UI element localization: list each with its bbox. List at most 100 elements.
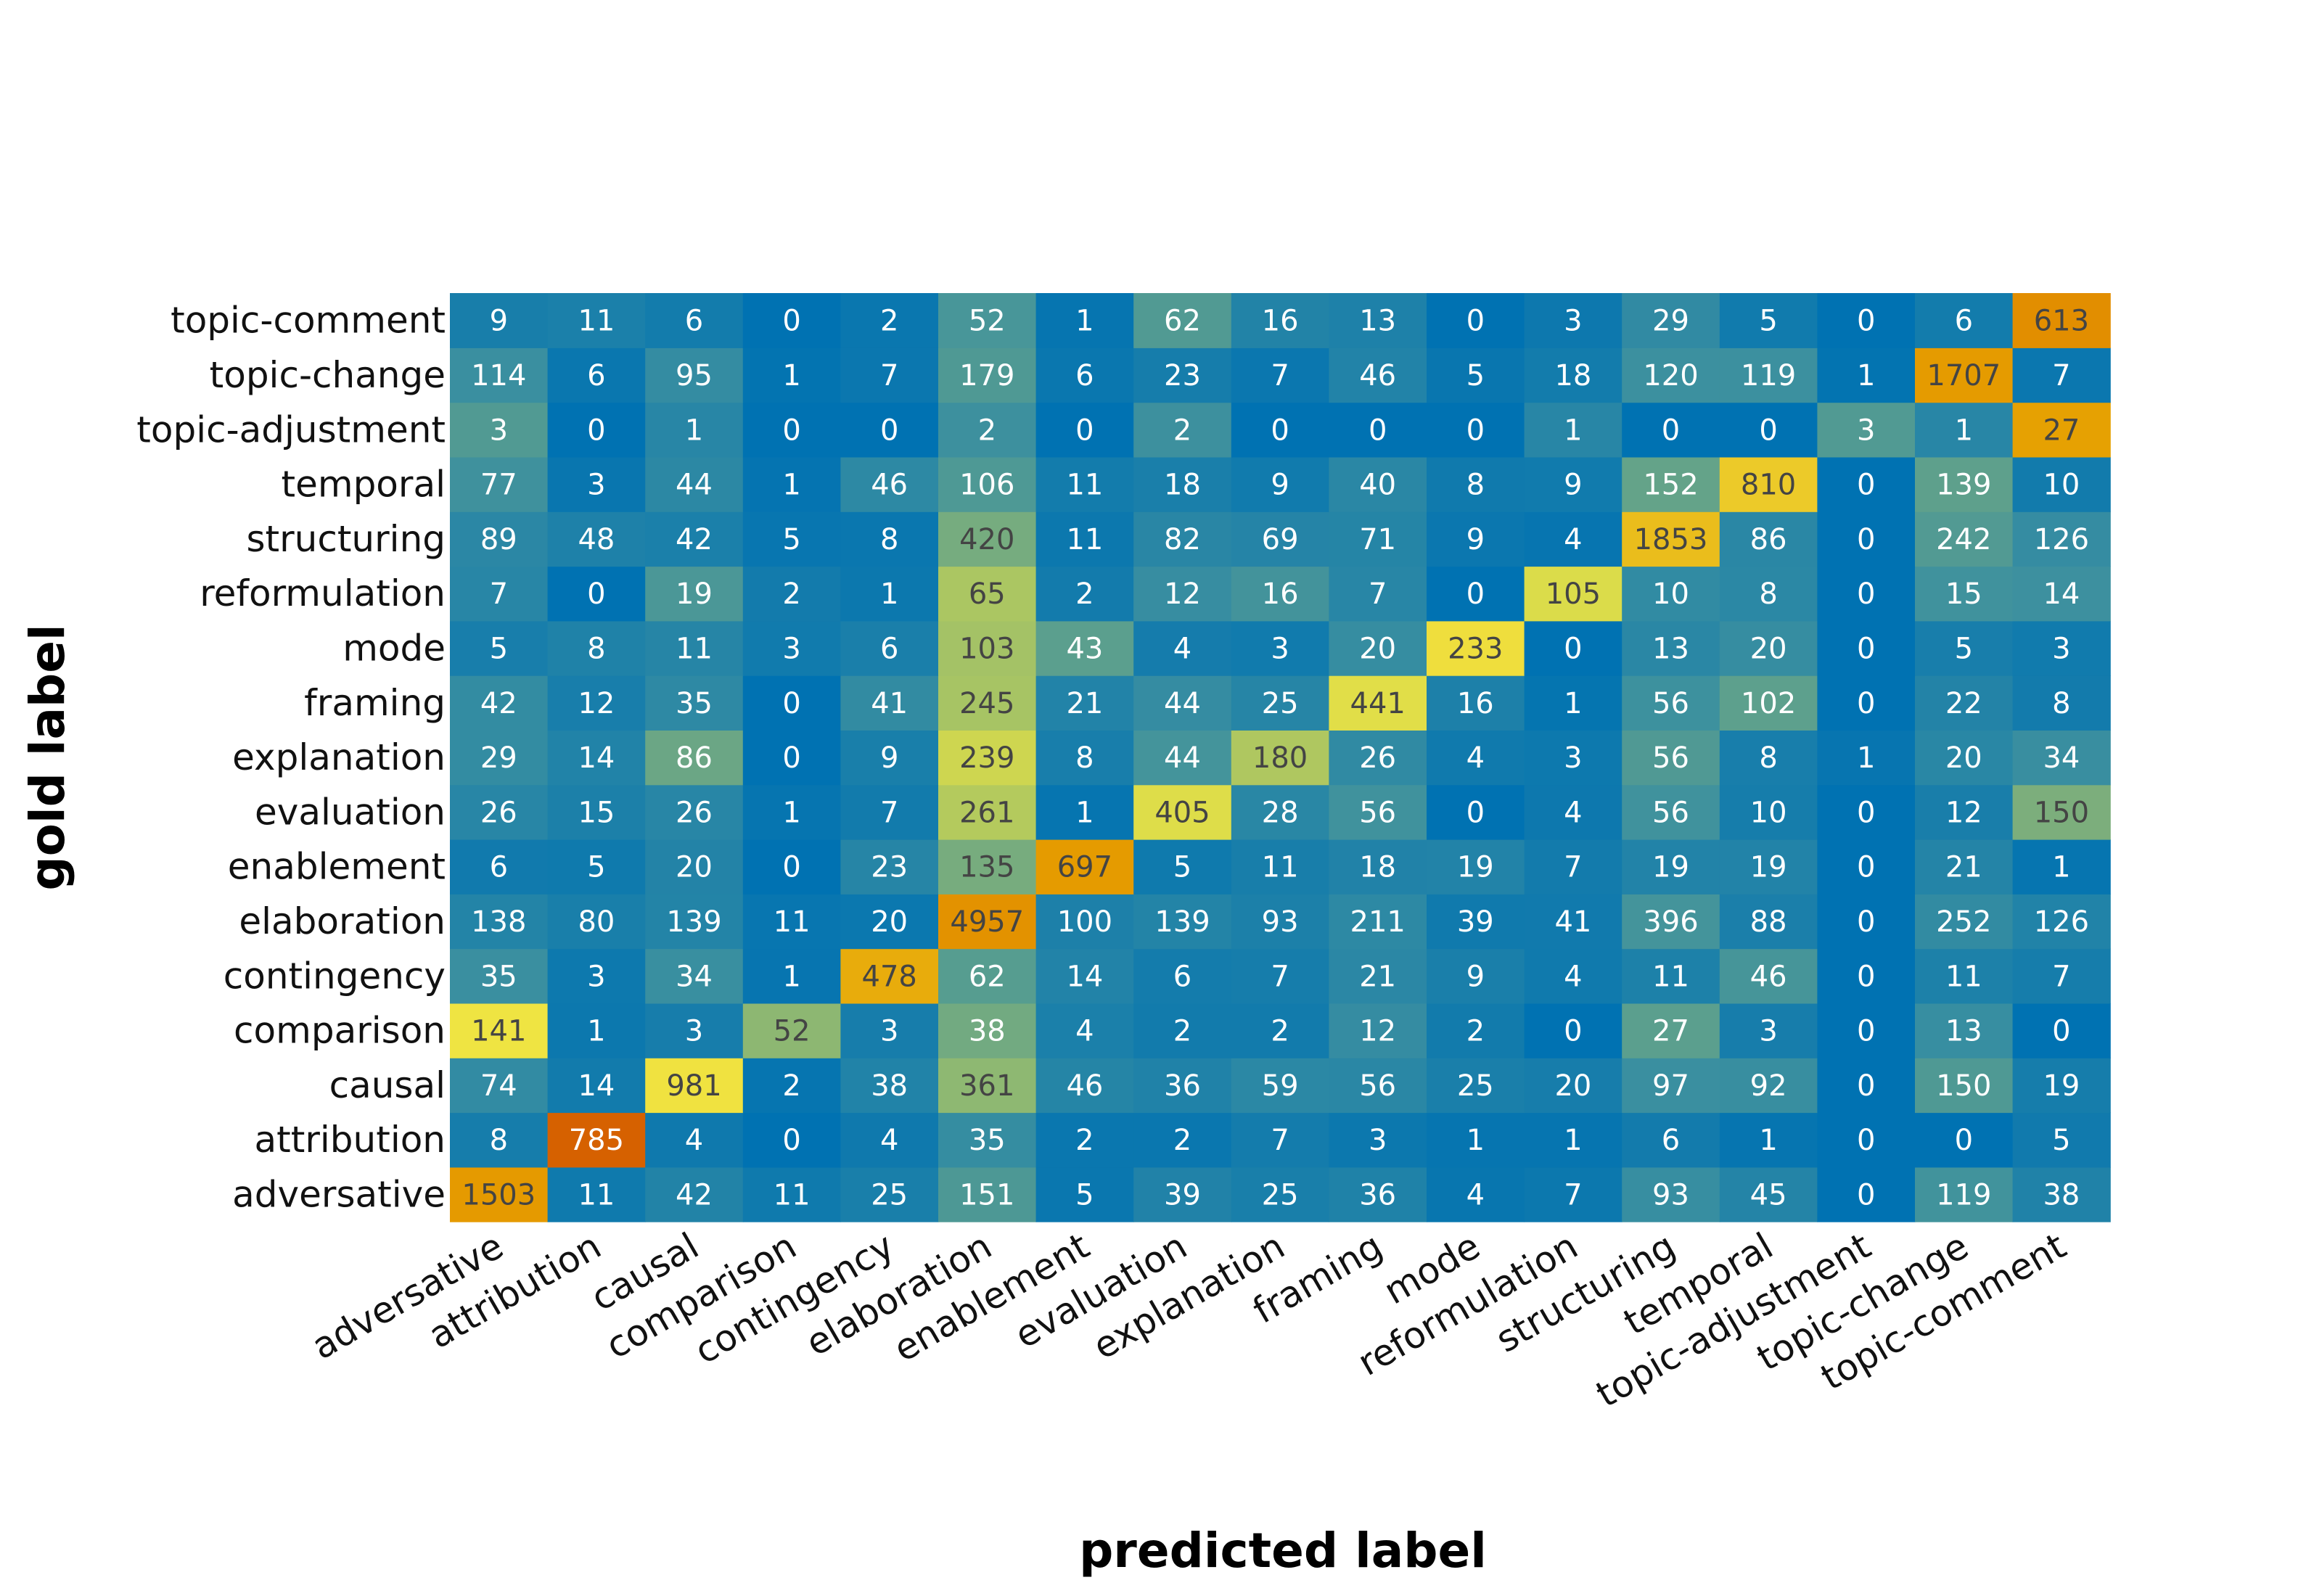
cell-value-temporal-mode: 8: [1466, 469, 1485, 502]
heatmap-cell-adversative-causal: [645, 1167, 744, 1222]
y-tick-label-reformulation: reformulation: [200, 572, 446, 614]
cell-value-mode-mode: 233: [1448, 632, 1503, 665]
heatmap-cell-framing-attribution: [547, 675, 646, 731]
cell-value-framing-enablement: 21: [1066, 687, 1103, 720]
cell-value-topic-adjustment-attribution: 0: [587, 414, 605, 447]
cell-value-topic-adjustment-framing: 0: [1369, 414, 1387, 447]
heatmap-cell-attribution-adversative: [450, 1112, 549, 1168]
heatmap-cell-enablement-evaluation: [1133, 839, 1232, 894]
cell-value-enablement-attribution: 5: [587, 851, 605, 884]
cell-value-reformulation-attribution: 0: [587, 577, 605, 611]
cell-value-structuring-elaboration: 420: [959, 523, 1014, 556]
heatmap-cell-temporal-topic-adjustment: [1817, 456, 1916, 512]
cell-value-topic-comment-evaluation: 62: [1164, 305, 1201, 338]
heatmap-cell-mode-comparison: [742, 620, 841, 676]
heatmap-cell-causal-comparison: [742, 1058, 841, 1114]
cell-value-structuring-explanation: 69: [1262, 523, 1299, 556]
heatmap-cell-comparison-comparison: [742, 1003, 841, 1058]
heatmap-cell-evaluation-evaluation: [1133, 784, 1232, 840]
heatmap-cell-comparison-enablement: [1035, 1003, 1134, 1058]
cell-value-explanation-topic-adjustment: 1: [1857, 741, 1875, 775]
cell-value-framing-topic-adjustment: 0: [1857, 687, 1875, 720]
cell-value-contingency-topic-adjustment: 0: [1857, 960, 1875, 993]
heatmap-cell-elaboration-framing: [1329, 894, 1427, 950]
cell-value-evaluation-evaluation: 405: [1154, 796, 1210, 829]
heatmap-cell-adversative-topic-adjustment: [1817, 1167, 1916, 1222]
cell-value-attribution-topic-comment: 5: [2052, 1124, 2070, 1157]
heatmap-cell-explanation-mode: [1427, 730, 1525, 786]
cell-value-causal-mode: 25: [1457, 1069, 1494, 1103]
cell-value-evaluation-mode: 0: [1466, 796, 1485, 829]
cell-value-framing-adversative: 42: [480, 687, 517, 720]
heatmap-cell-attribution-causal: [645, 1112, 744, 1168]
cell-value-topic-change-topic-adjustment: 1: [1857, 359, 1875, 392]
cell-value-attribution-elaboration: 35: [969, 1124, 1006, 1157]
cell-value-reformulation-adversative: 7: [490, 577, 508, 611]
cell-value-attribution-evaluation: 2: [1173, 1124, 1191, 1157]
cell-value-adversative-comparison: 11: [774, 1178, 811, 1212]
heatmap-cell-structuring-topic-adjustment: [1817, 511, 1916, 567]
cell-value-topic-change-attribution: 6: [587, 359, 605, 392]
cell-value-explanation-contingency: 9: [880, 741, 898, 775]
cell-value-framing-evaluation: 44: [1164, 687, 1201, 720]
cell-value-adversative-elaboration: 151: [959, 1178, 1014, 1212]
cell-value-topic-change-elaboration: 179: [959, 359, 1014, 392]
heatmap-cell-comparison-adversative: [450, 1003, 549, 1058]
heatmap-cell-contingency-reformulation: [1524, 948, 1622, 1004]
heatmap-cell-attribution-explanation: [1231, 1112, 1329, 1168]
heatmap-cell-reformulation-temporal: [1719, 566, 1818, 622]
x-axis-title: predicted label: [1079, 1523, 1487, 1579]
cell-value-attribution-topic-change: 0: [1955, 1124, 1973, 1157]
cell-value-contingency-framing: 21: [1359, 960, 1396, 993]
heatmap-cell-framing-adversative: [450, 675, 549, 731]
heatmap-cell-temporal-mode: [1427, 456, 1525, 512]
y-tick-label-attribution: attribution: [254, 1119, 446, 1161]
heatmap-cell-structuring-structuring: [1622, 511, 1720, 567]
cell-value-attribution-framing: 3: [1369, 1124, 1387, 1157]
cell-value-framing-structuring: 56: [1652, 687, 1689, 720]
heatmap-cell-topic-change-comparison: [742, 347, 841, 403]
cell-value-adversative-reformulation: 7: [1564, 1178, 1582, 1212]
heatmap-cell-reformulation-structuring: [1622, 566, 1720, 622]
cell-value-contingency-explanation: 7: [1271, 960, 1289, 993]
cell-value-topic-change-causal: 95: [676, 359, 713, 392]
heatmap-cell-temporal-framing: [1329, 456, 1427, 512]
cell-value-attribution-attribution: 785: [569, 1124, 624, 1157]
heatmap-cell-temporal-evaluation: [1133, 456, 1232, 512]
heatmap-cell-elaboration-explanation: [1231, 894, 1329, 950]
heatmap-cell-temporal-reformulation: [1524, 456, 1622, 512]
heatmap-cell-topic-comment-topic-adjustment: [1817, 293, 1916, 348]
cell-value-topic-comment-framing: 13: [1359, 305, 1396, 338]
cell-value-comparison-reformulation: 0: [1564, 1015, 1582, 1048]
heatmap-cell-comparison-structuring: [1622, 1003, 1720, 1058]
heatmap-cell-enablement-adversative: [450, 839, 549, 894]
cell-value-enablement-reformulation: 7: [1564, 851, 1582, 884]
cell-value-topic-change-evaluation: 23: [1164, 359, 1201, 392]
cell-value-topic-comment-mode: 0: [1466, 305, 1485, 338]
heatmap-cell-explanation-evaluation: [1133, 730, 1232, 786]
heatmap-cell-explanation-topic-comment: [2012, 730, 2111, 786]
cell-value-contingency-enablement: 14: [1066, 960, 1103, 993]
cell-value-mode-adversative: 5: [490, 632, 508, 665]
cell-value-enablement-structuring: 19: [1652, 851, 1689, 884]
cell-value-evaluation-structuring: 56: [1652, 796, 1689, 829]
heatmap-cell-topic-change-topic-comment: [2012, 347, 2111, 403]
heatmap-cell-enablement-explanation: [1231, 839, 1329, 894]
heatmap-cell-elaboration-attribution: [547, 894, 646, 950]
cell-value-topic-adjustment-topic-change: 1: [1955, 414, 1973, 447]
cell-value-temporal-temporal: 810: [1741, 469, 1796, 502]
heatmap-cell-mode-temporal: [1719, 620, 1818, 676]
x-axis-tick-labels: adversativeattributioncausalcomparisonco…: [305, 1225, 2073, 1415]
cell-value-reformulation-causal: 19: [676, 577, 713, 611]
heatmap-cell-topic-change-mode: [1427, 347, 1525, 403]
heatmap-cell-elaboration-structuring: [1622, 894, 1720, 950]
heatmap-cell-comparison-topic-adjustment: [1817, 1003, 1916, 1058]
y-tick-label-temporal: temporal: [282, 464, 446, 506]
cell-value-causal-temporal: 92: [1750, 1069, 1787, 1103]
cell-value-contingency-comparison: 1: [782, 960, 800, 993]
cell-value-reformulation-reformulation: 105: [1546, 577, 1601, 611]
y-tick-label-framing: framing: [304, 682, 446, 724]
heatmap-cell-topic-adjustment-adversative: [450, 402, 549, 458]
heatmap-cell-topic-comment-comparison: [742, 293, 841, 348]
heatmap-cell-topic-comment-explanation: [1231, 293, 1329, 348]
